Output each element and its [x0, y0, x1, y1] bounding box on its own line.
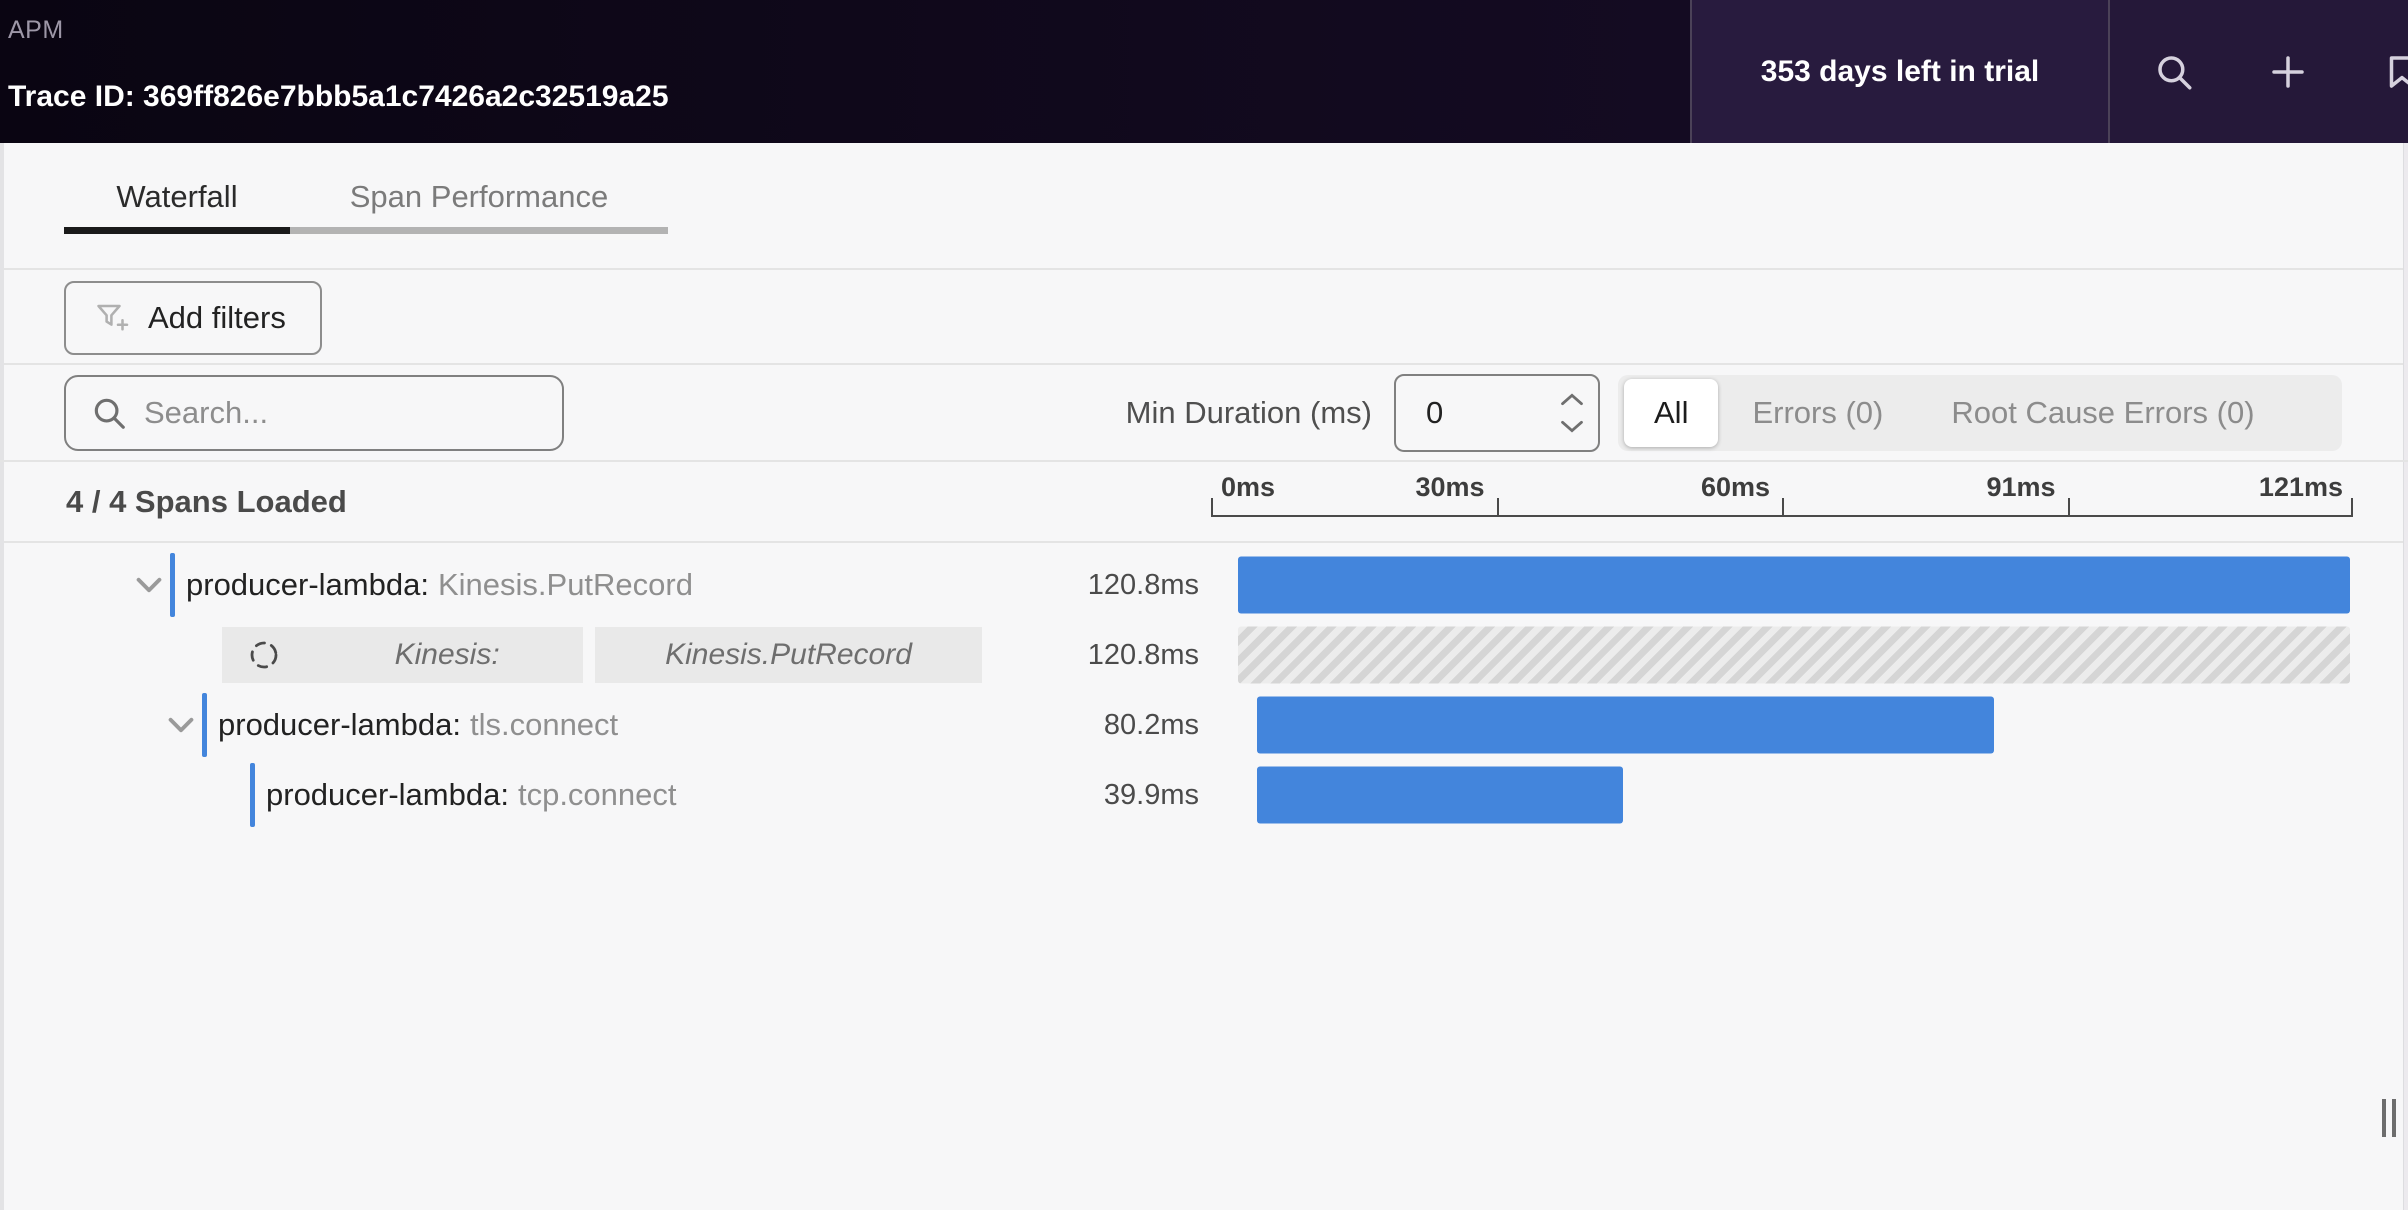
search-icon[interactable]	[2152, 50, 2196, 94]
min-duration-input[interactable]: 0	[1394, 373, 1600, 452]
error-filter-segmented-control: All Errors (0) Root Cause Errors (0)	[1618, 374, 2342, 451]
ruler-tick-label: 60ms	[1700, 472, 1770, 502]
spinner-icon	[248, 639, 280, 671]
pending-span-row[interactable]: Kinesis: Kinesis.PutRecord 120.8ms	[64, 620, 2408, 690]
waterfall-span-list: producer-lambda: Kinesis.PutRecord 120.8…	[0, 541, 2408, 830]
service-color-bar	[170, 553, 175, 617]
span-duration-bar[interactable]	[1256, 766, 1624, 824]
span-timeline	[1211, 620, 2353, 690]
span-timeline	[1211, 690, 2353, 760]
right-edge-gutter	[2403, 143, 2408, 1210]
span-service: producer-lambda:	[186, 567, 429, 602]
span-operation: tls.connect	[469, 707, 619, 742]
span-timeline	[1211, 550, 2353, 620]
span-label: producer-lambda: tls.connect	[64, 693, 1061, 757]
span-label: producer-lambda: tcp.connect	[64, 763, 1061, 827]
apm-breadcrumb: APM	[8, 16, 64, 44]
header-left: APM Trace ID: 369ff826e7bbb5a1c7426a2c32…	[0, 0, 1690, 143]
span-row[interactable]: producer-lambda: Kinesis.PutRecord 120.8…	[64, 550, 2408, 620]
search-box	[64, 374, 564, 451]
number-stepper	[1560, 392, 1584, 433]
segment-errors[interactable]: Errors (0)	[1752, 394, 1884, 430]
filter-plus-icon	[94, 300, 130, 336]
search-icon	[90, 394, 128, 432]
service-color-bar	[250, 763, 255, 827]
pending-span-label: Kinesis: Kinesis.PutRecord	[64, 627, 1061, 683]
span-label: producer-lambda: Kinesis.PutRecord	[64, 553, 1061, 617]
search-row: Min Duration (ms) 0 All Errors (0) Root …	[0, 363, 2408, 460]
span-duration: 39.9ms	[1103, 778, 1199, 811]
spans-status-row: 4 / 4 Spans Loaded 0ms 30ms 60ms 91ms 12…	[0, 460, 2408, 541]
trace-id-title: Trace ID: 369ff826e7bbb5a1c7426a2c32519a…	[8, 80, 669, 113]
span-duration-bar[interactable]	[1256, 696, 1995, 754]
span-operation: Kinesis.PutRecord	[437, 567, 693, 602]
header-icon-bar	[2110, 0, 2408, 143]
ruler-tick-label: 121ms	[2258, 472, 2343, 502]
add-filters-label: Add filters	[148, 300, 286, 335]
service-color-bar	[202, 693, 207, 757]
left-edge-divider	[0, 143, 4, 1210]
ruler-tick-label: 91ms	[1986, 472, 2056, 502]
segment-root-cause-errors[interactable]: Root Cause Errors (0)	[1951, 394, 2255, 430]
bookmark-icon[interactable]	[2380, 50, 2408, 94]
drag-handle-icon[interactable]	[2376, 1095, 2402, 1141]
chevron-up-icon[interactable]	[1560, 392, 1584, 406]
tab-span-performance[interactable]: Span Performance	[349, 179, 609, 214]
plus-icon[interactable]	[2266, 50, 2310, 94]
chevron-down-icon[interactable]	[1560, 420, 1584, 433]
view-tabs: Waterfall Span Performance	[0, 143, 2408, 268]
min-duration-value: 0	[1426, 394, 1444, 430]
span-row[interactable]: producer-lambda: tcp.connect 39.9ms	[64, 760, 2408, 830]
min-duration-label: Min Duration (ms)	[1125, 394, 1372, 430]
span-timeline	[1211, 760, 2353, 830]
ruler-tick-label: 0ms	[1221, 472, 1276, 502]
pending-service-text: Kinesis:	[394, 638, 500, 671]
search-input[interactable]	[144, 394, 543, 431]
pending-service-chip: Kinesis:	[222, 627, 583, 683]
filters-row: Add filters	[0, 268, 2408, 363]
ruler-tick-label: 30ms	[1415, 472, 1485, 502]
add-filters-button[interactable]: Add filters	[64, 281, 322, 355]
chevron-down-icon[interactable]	[132, 568, 166, 602]
span-duration: 120.8ms	[1087, 568, 1199, 601]
span-duration: 80.2ms	[1103, 708, 1199, 741]
segment-all[interactable]: All	[1624, 378, 1719, 447]
pending-span-bar[interactable]	[1238, 626, 2350, 684]
span-duration: 120.8ms	[1087, 638, 1199, 671]
spans-loaded-status: 4 / 4 Spans Loaded	[66, 483, 347, 519]
timeline-ruler: 0ms 30ms 60ms 91ms 121ms	[1211, 472, 2353, 517]
pending-operation-text: Kinesis.PutRecord	[665, 638, 912, 671]
trial-banner[interactable]: 353 days left in trial	[1690, 0, 2110, 143]
chevron-down-icon[interactable]	[164, 708, 198, 742]
trace-panel: Waterfall Span Performance Add filters	[0, 143, 2408, 1210]
pending-operation-chip: Kinesis.PutRecord	[595, 627, 982, 683]
span-row[interactable]: producer-lambda: tls.connect 80.2ms	[64, 690, 2408, 760]
span-service: producer-lambda:	[218, 707, 461, 742]
span-service: producer-lambda:	[266, 777, 509, 812]
top-header: APM Trace ID: 369ff826e7bbb5a1c7426a2c32…	[0, 0, 2408, 143]
span-duration-bar[interactable]	[1238, 556, 2350, 614]
tab-waterfall[interactable]: Waterfall	[116, 179, 238, 214]
tab-underline	[64, 227, 668, 234]
span-operation: tcp.connect	[517, 777, 677, 812]
